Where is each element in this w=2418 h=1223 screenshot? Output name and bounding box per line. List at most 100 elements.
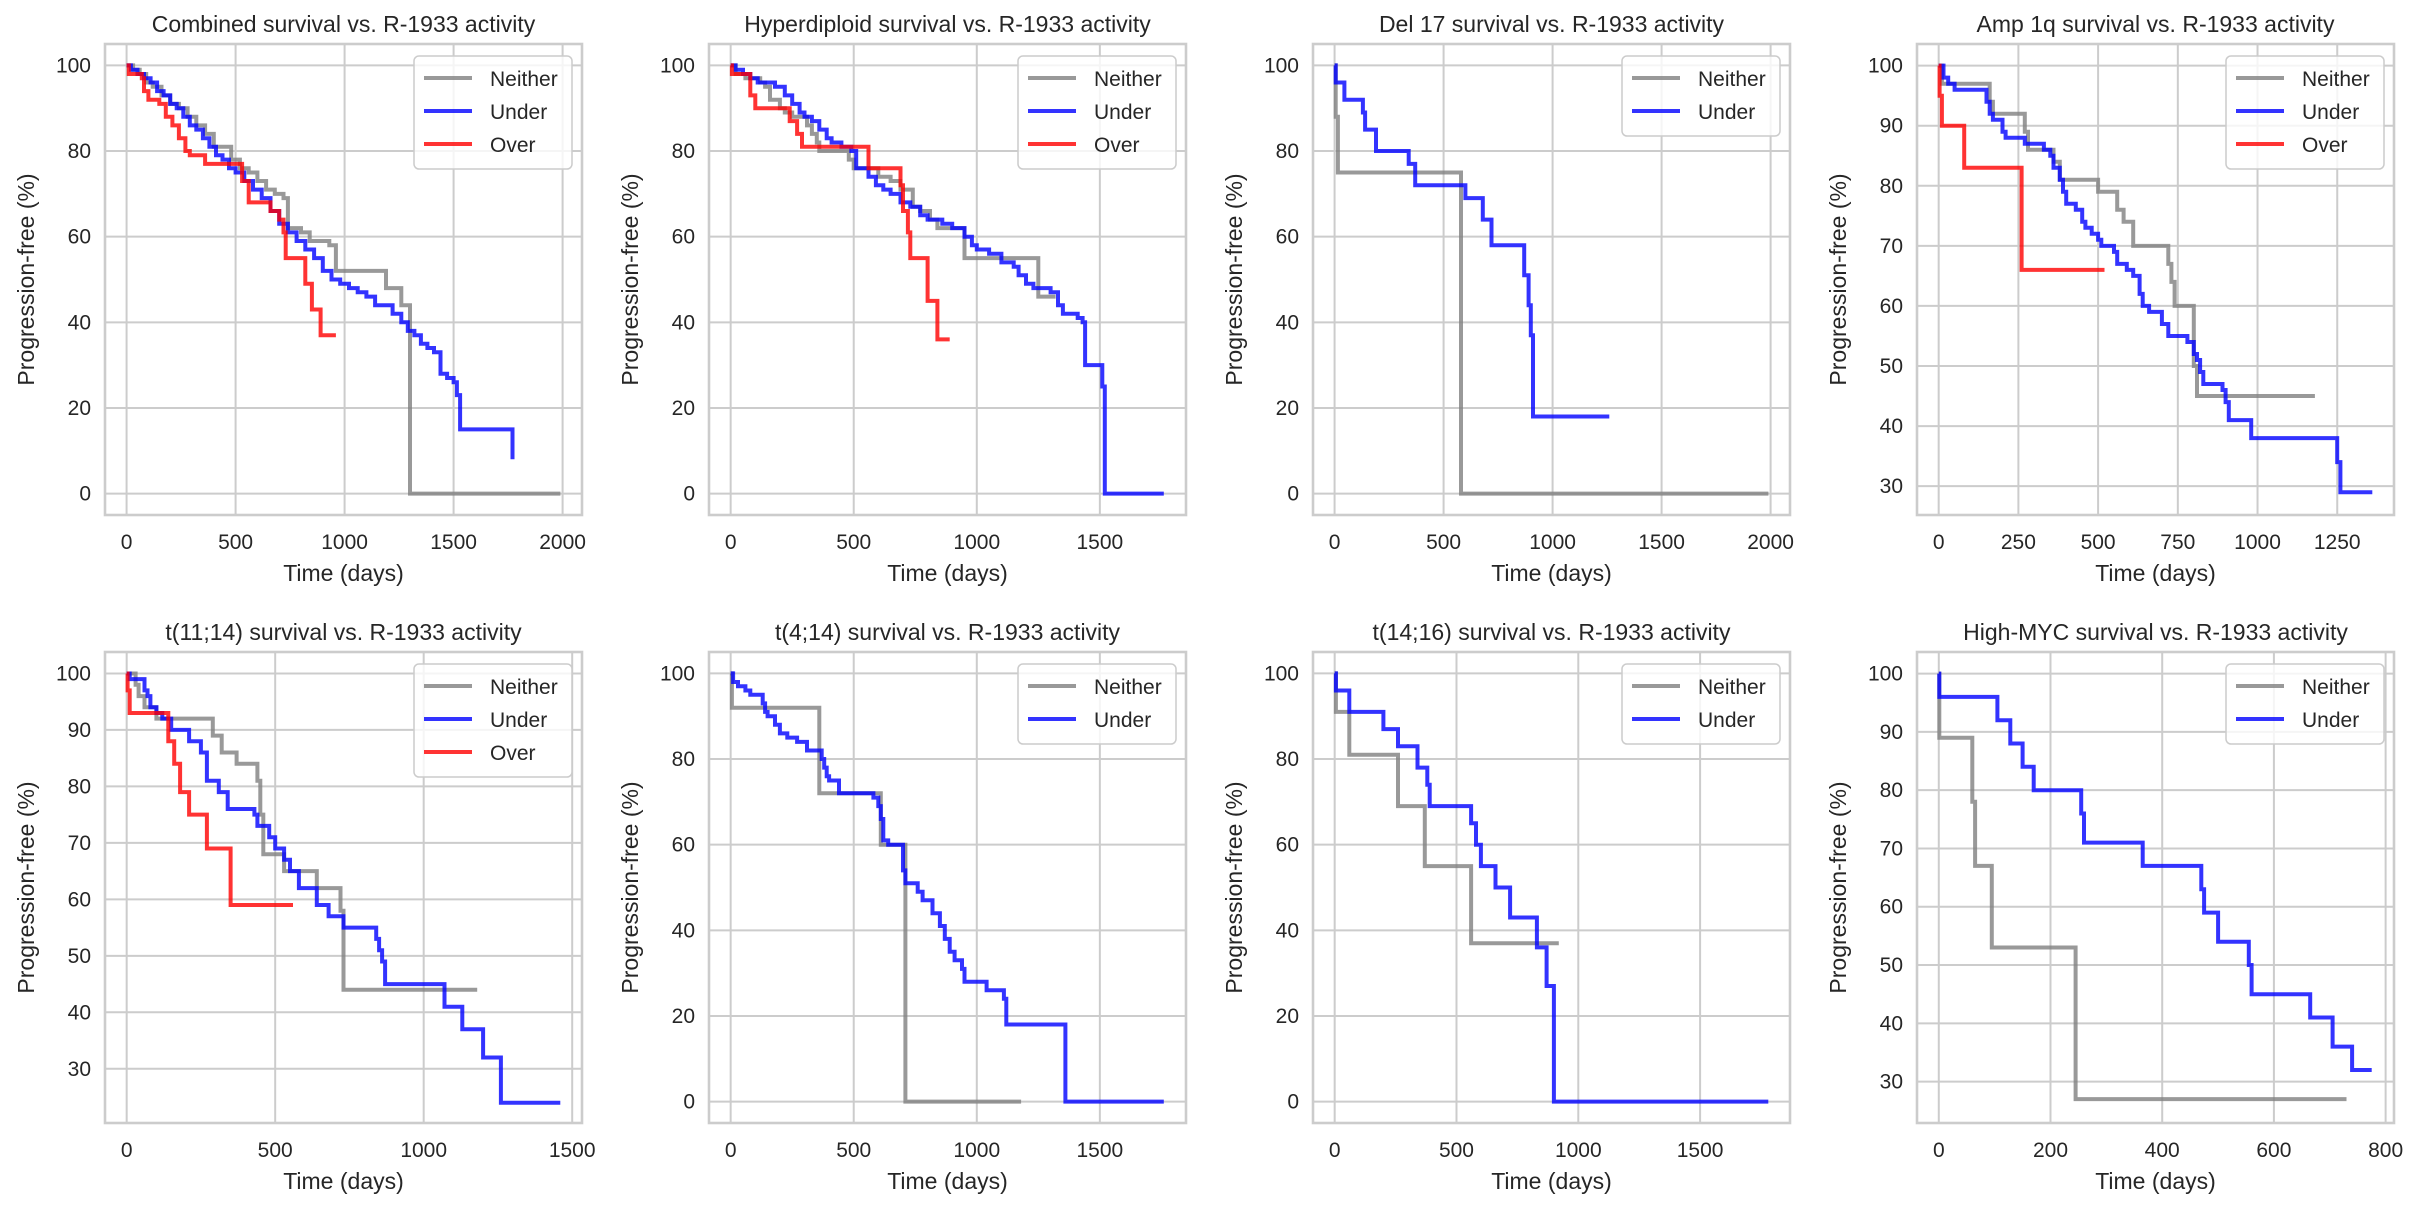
y-tick-label: 40 xyxy=(1880,1012,1903,1035)
x-tick-label: 1500 xyxy=(1677,1139,1724,1162)
y-tick-label: 30 xyxy=(68,1058,91,1081)
y-tick-label: 20 xyxy=(1276,397,1299,420)
x-tick-label: 1000 xyxy=(2234,531,2281,554)
y-axis-label: Progression-free (%) xyxy=(1221,781,1247,993)
y-tick-label: 80 xyxy=(68,775,91,798)
chart-title: Amp 1q survival vs. R-1933 activity xyxy=(1977,11,2335,37)
x-axis-label: Time (days) xyxy=(283,560,404,586)
panel-t-11-14: 0 500 1000 1500 30 40 50 60 70 80 90 100 t(11;14) su… xyxy=(13,619,596,1194)
x-tick-label: 0 xyxy=(1329,531,1341,554)
x-tick-label: 500 xyxy=(2081,531,2116,554)
series-under-line xyxy=(1938,63,2373,495)
y-axis-label: Progression-free (%) xyxy=(13,173,39,385)
x-tick-label: 1000 xyxy=(953,1139,1000,1162)
legend-label-over: Over xyxy=(490,742,536,765)
y-tick-label: 20 xyxy=(672,1005,695,1028)
chart-title: Combined survival vs. R-1933 activity xyxy=(152,11,536,37)
panel-high-myc: 0 200 400 600 800 30 40 50 60 70 80 90 100 High-MYC s… xyxy=(1825,619,2403,1194)
legend: Neither Under xyxy=(1017,663,1177,745)
x-tick-label: 1000 xyxy=(1555,1139,1602,1162)
legend-label-over: Over xyxy=(2302,134,2348,157)
x-tick-label: 0 xyxy=(725,531,737,554)
legend-label-neither: Neither xyxy=(2302,68,2370,91)
legend: Neither Under xyxy=(2225,663,2385,745)
y-tick-label: 0 xyxy=(683,1091,695,1114)
x-tick-label: 500 xyxy=(258,1139,293,1162)
x-tick-label: 0 xyxy=(1329,1139,1341,1162)
legend-label-under: Under xyxy=(1698,709,1755,732)
y-tick-label: 40 xyxy=(1276,311,1299,334)
legend: Neither Under xyxy=(1621,55,1781,137)
series-over-line xyxy=(126,63,336,338)
chart-title: Del 17 survival vs. R-1933 activity xyxy=(1379,11,1725,37)
x-tick-label: 1250 xyxy=(2314,531,2361,554)
legend-label-neither: Neither xyxy=(490,676,558,699)
axes-frame xyxy=(1311,42,1792,517)
y-tick-label: 30 xyxy=(1880,475,1903,498)
y-tick-label: 100 xyxy=(660,54,695,77)
y-tick-label: 80 xyxy=(1276,748,1299,771)
y-tick-label: 50 xyxy=(1880,954,1903,977)
x-tick-label: 1000 xyxy=(953,531,1000,554)
y-tick-label: 60 xyxy=(68,226,91,249)
x-tick-label: 1000 xyxy=(400,1139,447,1162)
axes-frame xyxy=(707,650,1188,1125)
y-tick-label: 100 xyxy=(660,662,695,685)
y-tick-label: 90 xyxy=(68,719,91,742)
y-axis-label: Progression-free (%) xyxy=(617,781,643,993)
y-tick-label: 40 xyxy=(1880,415,1903,438)
x-tick-label: 0 xyxy=(725,1139,737,1162)
y-tick-label: 40 xyxy=(672,919,695,942)
legend-label-neither: Neither xyxy=(490,68,558,91)
y-tick-label: 0 xyxy=(683,483,695,506)
y-tick-label: 60 xyxy=(1276,226,1299,249)
y-tick-label: 40 xyxy=(672,311,695,334)
y-tick-label: 0 xyxy=(79,483,91,506)
y-tick-label: 80 xyxy=(68,140,91,163)
y-tick-label: 80 xyxy=(672,748,695,771)
panel-t-4-14: 0 500 1000 1500 0 20 40 60 80 100 t(4;14) survival… xyxy=(617,619,1188,1194)
x-tick-label: 250 xyxy=(2001,531,2036,554)
x-tick-label: 1500 xyxy=(1076,531,1123,554)
series-over-line xyxy=(729,63,950,342)
y-tick-label: 60 xyxy=(672,226,695,249)
series-neither-line xyxy=(1938,63,2315,398)
x-axis-label: Time (days) xyxy=(887,1168,1008,1194)
legend-label-neither: Neither xyxy=(1094,68,1162,91)
panel-t-14-16: 0 500 1000 1500 0 20 40 60 80 100 t(14;16) surviva… xyxy=(1221,619,1792,1194)
legend: Neither Under Over xyxy=(2225,55,2385,170)
y-tick-label: 40 xyxy=(68,311,91,334)
legend-label-under: Under xyxy=(490,709,547,732)
legend-label-under: Under xyxy=(490,101,547,124)
axes-frame xyxy=(707,42,1188,517)
y-tick-label: 50 xyxy=(68,945,91,968)
x-tick-label: 1500 xyxy=(430,531,477,554)
chart-title: t(4;14) survival vs. R-1933 activity xyxy=(775,619,1121,645)
series-under-line xyxy=(730,671,1164,1104)
y-tick-label: 80 xyxy=(672,140,695,163)
y-tick-label: 50 xyxy=(1880,355,1903,378)
panel-combined: 0 500 1000 1500 2000 0 20 40 60 80 100 Combined sur… xyxy=(13,11,586,586)
legend-label-under: Under xyxy=(1094,709,1151,732)
x-tick-label: 0 xyxy=(1933,1139,1945,1162)
y-tick-label: 0 xyxy=(1287,483,1299,506)
x-tick-label: 800 xyxy=(2368,1139,2403,1162)
x-tick-label: 0 xyxy=(121,1139,133,1162)
x-axis-label: Time (days) xyxy=(2095,560,2216,586)
y-axis-label: Progression-free (%) xyxy=(1221,173,1247,385)
legend-box xyxy=(1017,55,1177,170)
series-under-line xyxy=(1333,671,1769,1104)
legend-label-neither: Neither xyxy=(1698,676,1766,699)
y-tick-label: 60 xyxy=(68,888,91,911)
y-tick-label: 70 xyxy=(1880,837,1903,860)
panel-hyperdiploid: 0 500 1000 1500 0 20 40 60 80 100 Hyperdiploid sur… xyxy=(617,11,1188,586)
series-under-line xyxy=(1333,63,1610,419)
y-tick-label: 100 xyxy=(1264,54,1299,77)
series-under-line xyxy=(1937,671,2372,1072)
legend-label-under: Under xyxy=(1094,101,1151,124)
chart-title: t(14;16) survival vs. R-1933 activity xyxy=(1373,619,1731,645)
x-tick-label: 1500 xyxy=(1638,531,1685,554)
y-tick-label: 80 xyxy=(1880,779,1903,802)
series-over-line xyxy=(1937,63,2105,272)
